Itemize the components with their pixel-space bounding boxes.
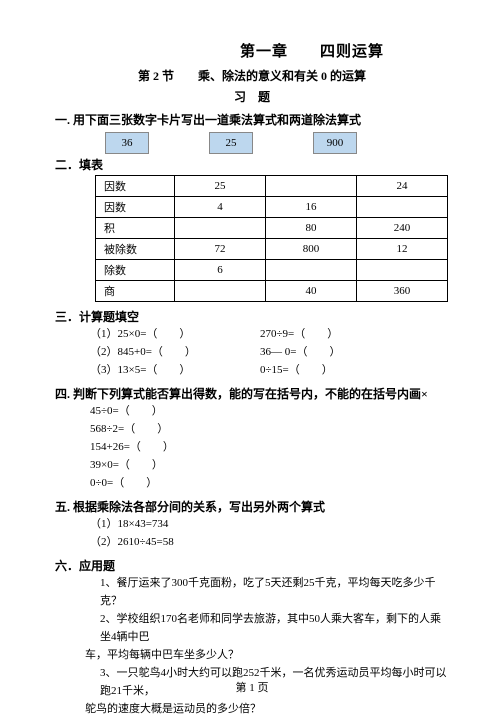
row-label: 积 [96, 218, 175, 239]
table-row: 除数6 [96, 260, 448, 281]
row-label: 商 [96, 281, 175, 302]
calc-item: （1）25×0=（ ） [90, 325, 260, 343]
calc-block: （1）25×0=（ ）270÷9=（ ） （2）845+0=（ ）36— 0=（… [90, 325, 449, 379]
math-table: 因数2524 因数416 积80240 被除数7280012 除数6 商4036… [95, 175, 448, 302]
rel-item: （1）18×43=734 [90, 515, 449, 533]
heading-6: 六．应用题 [55, 557, 449, 574]
judge-item: 0÷0=（ ） [90, 474, 449, 492]
heading-1: 一. 用下面三张数字卡片写出一道乘法算式和两道除法算式 [55, 111, 449, 128]
table-row: 积80240 [96, 218, 448, 239]
calc-item: （3）13×5=（ ） [90, 361, 260, 379]
relation-block: （1）18×43=734 （2）2610÷45=58 [90, 515, 449, 551]
judge-item: 154+26=（ ） [90, 438, 449, 456]
card-1: 36 [105, 132, 149, 154]
row-label: 被除数 [96, 239, 175, 260]
judge-block: 45÷0=（ ） 568÷2=（ ） 154+26=（ ） 39×0=（ ） 0… [90, 402, 449, 492]
heading-4: 四. 判断下列算式能否算出得数，能的写在括号内，不能的在括号内画× [55, 385, 449, 402]
heading-3: 三．计算题填空 [55, 308, 449, 325]
number-cards: 36 25 900 [105, 132, 449, 154]
card-2: 25 [209, 132, 253, 154]
row-label: 因数 [96, 176, 175, 197]
chapter-title: 第一章 四则运算 [240, 40, 449, 61]
judge-item: 39×0=（ ） [90, 456, 449, 474]
app-line: 1、餐厅运来了300千克面粉，吃了5天还剩25千克，平均每天吃多少千克？ [100, 574, 449, 610]
row-label: 除数 [96, 260, 175, 281]
judge-item: 568÷2=（ ） [90, 420, 449, 438]
calc-item: 0÷15=（ ） [260, 361, 333, 379]
app-line: 2、学校组织170名老师和同学去旅游，其中50人乘大客车，剩下的人乘坐4辆中巴 [100, 610, 449, 646]
section-title: 第 2 节 乘、除法的意义和有关 0 的运算 [55, 67, 449, 84]
card-3: 900 [313, 132, 357, 154]
table-row: 被除数7280012 [96, 239, 448, 260]
application-block: 1、餐厅运来了300千克面粉，吃了5天还剩25千克，平均每天吃多少千克？ 2、学… [85, 574, 449, 718]
calc-item: 270÷9=（ ） [260, 325, 338, 343]
app-line: 车，平均每辆中巴车坐多少人？ [85, 646, 449, 664]
page-footer: 第 1 页 [0, 679, 504, 695]
judge-item: 45÷0=（ ） [90, 402, 449, 420]
calc-item: 36— 0=（ ） [260, 343, 340, 361]
table-row: 因数2524 [96, 176, 448, 197]
app-line: 鸵鸟的速度大概是运动员的多少倍？ [85, 700, 449, 718]
row-label: 因数 [96, 197, 175, 218]
heading-2: 二．填表 [55, 156, 449, 173]
table-row: 因数416 [96, 197, 448, 218]
calc-item: （2）845+0=（ ） [90, 343, 260, 361]
sub-title: 习 题 [55, 88, 449, 105]
rel-item: （2）2610÷45=58 [90, 533, 449, 551]
heading-5: 五. 根据乘除法各部分间的关系，写出另外两个算式 [55, 498, 449, 515]
table-row: 商40360 [96, 281, 448, 302]
